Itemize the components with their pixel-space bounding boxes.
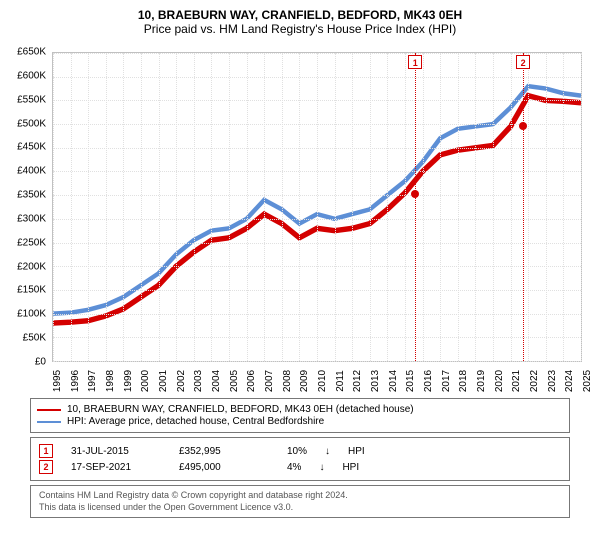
transaction-rel: HPI <box>348 446 365 457</box>
x-tick-label: 2008 <box>282 370 293 392</box>
x-tick-label: 2007 <box>264 370 275 392</box>
legend: 10, BRAEBURN WAY, CRANFIELD, BEDFORD, MK… <box>30 398 570 433</box>
x-tick-label: 2010 <box>317 370 328 392</box>
footer: Contains HM Land Registry data © Crown c… <box>30 485 570 518</box>
x-tick-label: 1997 <box>87 370 98 392</box>
x-tick-label: 2012 <box>352 370 363 392</box>
x-tick-label: 2017 <box>441 370 452 392</box>
x-tick-label: 2011 <box>335 370 346 392</box>
y-tick-label: £600K <box>17 70 46 81</box>
x-tick-label: 1999 <box>123 370 134 392</box>
x-tick-label: 2023 <box>547 370 558 392</box>
y-tick-label: £250K <box>17 237 46 248</box>
x-tick-label: 2018 <box>458 370 469 392</box>
plot-area: 12 <box>52 52 582 362</box>
marker-line <box>523 53 524 361</box>
x-tick-label: 2000 <box>140 370 151 392</box>
legend-label: 10, BRAEBURN WAY, CRANFIELD, BEDFORD, MK… <box>67 404 414 415</box>
y-tick-label: £300K <box>17 213 46 224</box>
y-tick-label: £650K <box>17 47 46 58</box>
y-tick-label: £100K <box>17 309 46 320</box>
x-tick-label: 2021 <box>511 370 522 392</box>
x-tick-label: 1995 <box>52 370 63 392</box>
transactions: 1 31-JUL-2015 £352,995 10% ↓ HPI 2 17-SE… <box>30 437 570 481</box>
y-tick-label: £400K <box>17 166 46 177</box>
legend-item: HPI: Average price, detached house, Cent… <box>37 416 563 427</box>
x-tick-label: 2025 <box>582 370 593 392</box>
chart-title: 10, BRAEBURN WAY, CRANFIELD, BEDFORD, MK… <box>10 8 590 22</box>
legend-swatch <box>37 409 61 411</box>
chart-area: £0 £50K £100K £150K £200K £250K £300K £350K £400… <box>10 42 590 392</box>
x-tick-label: 2013 <box>370 370 381 392</box>
x-axis: 1995 1996 1997 1998 1999 2000 2001 2002 2003 2004… <box>52 364 582 392</box>
marker-line <box>415 53 416 361</box>
x-tick-label: 2016 <box>423 370 434 392</box>
transaction-row: 1 31-JUL-2015 £352,995 10% ↓ HPI <box>39 444 561 458</box>
y-tick-label: £350K <box>17 190 46 201</box>
x-tick-label: 2020 <box>494 370 505 392</box>
transaction-marker: 1 <box>39 444 53 458</box>
marker-label: 1 <box>408 55 422 69</box>
x-tick-label: 2006 <box>246 370 257 392</box>
transaction-rel: HPI <box>342 462 359 473</box>
x-tick-label: 2019 <box>476 370 487 392</box>
x-tick-label: 2014 <box>388 370 399 392</box>
y-tick-label: £150K <box>17 285 46 296</box>
x-tick-label: 2004 <box>211 370 222 392</box>
y-tick-label: £50K <box>23 333 46 344</box>
y-axis: £0£50K£100K£150K£200K£250K£300K£350K£400… <box>10 52 50 362</box>
y-tick-label: £200K <box>17 261 46 272</box>
x-tick-label: 2003 <box>193 370 204 392</box>
transaction-date: 31-JUL-2015 <box>71 446 161 457</box>
transaction-pct: 4% <box>287 462 301 473</box>
x-tick-label: 2009 <box>299 370 310 392</box>
x-tick-label: 2005 <box>229 370 240 392</box>
transaction-date: 17-SEP-2021 <box>71 462 161 473</box>
transaction-price: £495,000 <box>179 462 269 473</box>
y-tick-label: £550K <box>17 94 46 105</box>
chart-container: 10, BRAEBURN WAY, CRANFIELD, BEDFORD, MK… <box>0 0 600 560</box>
legend-item: 10, BRAEBURN WAY, CRANFIELD, BEDFORD, MK… <box>37 404 563 415</box>
marker-dot <box>411 190 419 198</box>
x-tick-label: 2022 <box>529 370 540 392</box>
marker-dot <box>519 122 527 130</box>
y-tick-label: £0 <box>35 357 46 368</box>
transaction-price: £352,995 <box>179 446 269 457</box>
transaction-marker: 2 <box>39 460 53 474</box>
x-tick-label: 1998 <box>105 370 116 392</box>
legend-label: HPI: Average price, detached house, Cent… <box>67 416 324 427</box>
marker-label: 2 <box>516 55 530 69</box>
transaction-pct: 10% <box>287 446 307 457</box>
y-tick-label: £500K <box>17 118 46 129</box>
x-tick-label: 2002 <box>176 370 187 392</box>
arrow-down-icon: ↓ <box>319 462 324 473</box>
footer-line: Contains HM Land Registry data © Crown c… <box>39 490 561 502</box>
transaction-row: 2 17-SEP-2021 £495,000 4% ↓ HPI <box>39 460 561 474</box>
x-tick-label: 2024 <box>564 370 575 392</box>
x-tick-label: 2015 <box>405 370 416 392</box>
footer-line: This data is licensed under the Open Gov… <box>39 502 561 514</box>
x-tick-label: 2001 <box>158 370 169 392</box>
y-tick-label: £450K <box>17 142 46 153</box>
arrow-down-icon: ↓ <box>325 446 330 457</box>
chart-subtitle: Price paid vs. HM Land Registry's House … <box>10 22 590 36</box>
legend-swatch <box>37 421 61 423</box>
x-tick-label: 1996 <box>70 370 81 392</box>
